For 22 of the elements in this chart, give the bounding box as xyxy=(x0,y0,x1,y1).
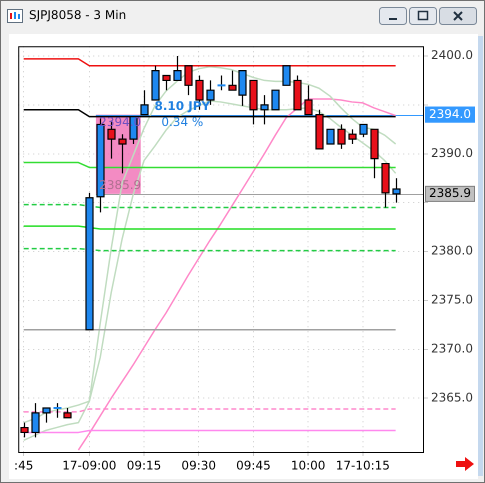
x-tick-label: 10:00 xyxy=(290,458,326,472)
candlestick xyxy=(216,74,226,91)
x-tick-label: 09:15 xyxy=(126,458,162,472)
annotation: 0.34 % xyxy=(161,114,204,129)
candlestick xyxy=(282,65,291,86)
x-tick-label: 17-09:00 xyxy=(62,458,116,472)
candlestick xyxy=(52,402,62,418)
x-tick-label: :45 xyxy=(14,458,34,472)
candlestick xyxy=(326,128,335,145)
x-tick-label: 09:30 xyxy=(181,458,216,472)
y-tick-label: 2365.0 xyxy=(431,390,473,404)
ref-line-label: 2394.0 xyxy=(429,106,471,121)
y-tick-label: 2390.0 xyxy=(431,146,473,160)
candlestick xyxy=(271,90,280,110)
ref-line-label: 2385.9 xyxy=(429,186,471,200)
y-tick-label: 2400.0 xyxy=(431,48,473,62)
x-tick-label: 17-10:15 xyxy=(336,458,390,472)
y-tick-label: 2380.0 xyxy=(431,244,473,258)
y-tick-label: 2375.0 xyxy=(431,292,473,307)
x-tick-label: 09:45 xyxy=(236,458,271,472)
y-tick-label: 2370.0 xyxy=(431,341,473,356)
chart-title: SJPJ8058 - 3 Min xyxy=(29,8,126,22)
